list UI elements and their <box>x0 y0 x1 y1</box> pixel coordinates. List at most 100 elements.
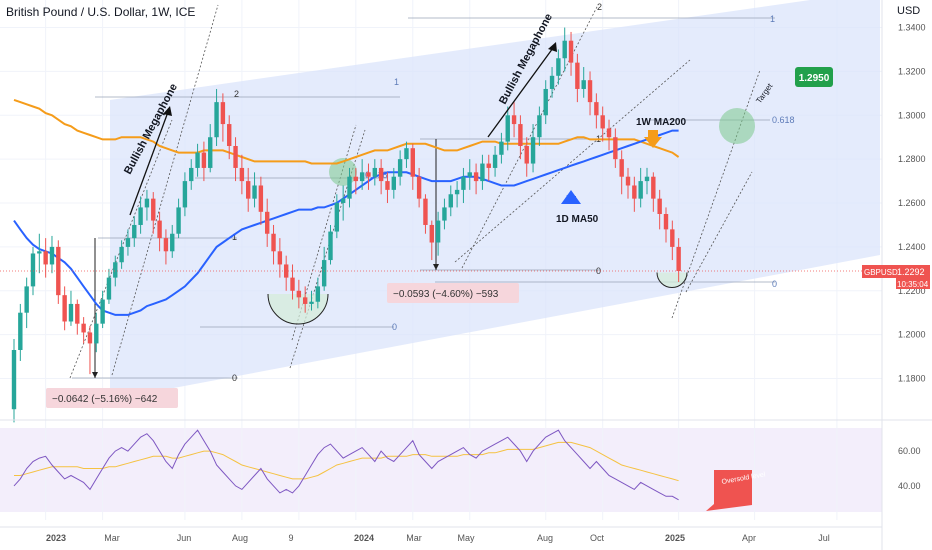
symbol-tag-text: GBPUSD <box>864 268 898 277</box>
time-tick-label: Apr <box>742 533 756 543</box>
candle-body <box>435 220 441 243</box>
time-tick-label: May <box>457 533 475 543</box>
candle-body <box>473 172 479 182</box>
rsi-ma-line <box>14 441 679 482</box>
candle-body <box>442 207 447 221</box>
fib-level-label: 2 <box>597 2 602 12</box>
candle-body <box>499 141 504 155</box>
megaphone-arrowhead <box>548 42 557 52</box>
candle-body <box>587 80 593 103</box>
candle-body <box>176 207 181 234</box>
price-tick-label: 1.2200 <box>898 286 926 296</box>
time-tick-label: Aug <box>232 533 248 543</box>
candle-body <box>233 146 238 168</box>
price-tick-label: 1.3400 <box>898 23 926 33</box>
megaphone-arrow <box>487 47 554 138</box>
price-tag-text: 1.2292 <box>897 267 925 277</box>
candle-body <box>94 323 99 344</box>
candle-body <box>549 75 555 89</box>
candle-body <box>189 167 194 182</box>
candle-body <box>670 229 675 247</box>
candle-body <box>378 167 384 182</box>
megaphone-line <box>289 129 366 369</box>
measure-arrow <box>433 264 439 270</box>
candle-body <box>505 115 510 142</box>
candle-body <box>258 185 264 212</box>
candle-body <box>151 198 156 221</box>
cup-shape <box>267 293 329 325</box>
candles-group <box>11 27 681 423</box>
currency-label[interactable]: USD <box>897 5 921 17</box>
target-badge <box>795 67 833 87</box>
candle-body <box>37 251 42 254</box>
candle-body <box>195 152 200 168</box>
fib-level-label: 0 <box>596 266 601 276</box>
candle-body <box>632 185 637 199</box>
candle-body <box>271 233 276 252</box>
candle-body <box>119 246 124 263</box>
measure-box <box>46 388 178 408</box>
price-tick-label: 1.3000 <box>898 110 926 120</box>
candle-body <box>372 167 378 177</box>
countdown-text: 10:35:04 <box>897 280 929 289</box>
candle-body <box>619 159 624 177</box>
ma50-annotation: 1D MA50 <box>556 214 599 225</box>
candle-body <box>62 295 67 322</box>
megaphone-line <box>685 171 753 293</box>
cup-shape <box>656 272 688 288</box>
candle-body <box>265 211 270 234</box>
candle-body <box>340 198 346 204</box>
candle-body <box>359 172 365 182</box>
price-tick-label: 1.2400 <box>898 242 926 252</box>
candle-body <box>486 163 491 168</box>
candle-body <box>543 88 548 116</box>
candle-body <box>113 262 118 278</box>
candle-body <box>201 152 207 168</box>
candle-body <box>18 312 23 350</box>
candle-body <box>423 198 428 225</box>
candle-body <box>480 163 485 182</box>
candle-body <box>30 253 36 287</box>
candle-body <box>492 154 498 168</box>
candle-body <box>644 176 650 182</box>
time-tick-label: Mar <box>406 533 422 543</box>
candle-body <box>290 277 295 291</box>
candle-body <box>467 172 472 177</box>
candle-body <box>132 224 137 239</box>
time-tick-label: Jul <box>818 533 830 543</box>
candle-body <box>214 102 219 138</box>
rsi-line <box>13 429 679 501</box>
ma200-annotation: 1W MA200 <box>636 117 686 128</box>
symbol-price-tag <box>862 265 930 278</box>
candle-body <box>397 159 403 177</box>
measure-arrow <box>92 372 98 378</box>
megaphone-line <box>461 4 599 269</box>
candle-body <box>530 137 536 164</box>
candle-body <box>309 301 314 304</box>
candle-body <box>81 323 86 333</box>
price-tick-label: 1.2600 <box>898 198 926 208</box>
ma200-line <box>13 98 680 165</box>
candle-body <box>663 214 669 230</box>
candle-body <box>283 264 289 278</box>
candle-body <box>182 181 188 208</box>
candle-body <box>24 286 29 313</box>
time-tick-label: Mar <box>104 533 120 543</box>
candle-body <box>410 148 415 177</box>
candle-body <box>385 181 390 190</box>
candle-body <box>246 181 251 199</box>
candle-body <box>562 40 567 59</box>
candle-body <box>625 176 631 186</box>
candle-body <box>353 176 359 182</box>
candle-body <box>43 251 48 265</box>
fib-level-label: 0 <box>232 373 237 383</box>
candle-body <box>328 231 333 261</box>
candle-body <box>302 297 308 304</box>
candle-body <box>87 332 93 344</box>
time-tick-label: Jun <box>177 533 192 543</box>
candle-body <box>429 224 434 243</box>
time-tick-label: 9 <box>288 533 293 543</box>
chart-title: British Pound / U.S. Dollar, 1W, ICE <box>6 5 196 19</box>
target-zone <box>719 108 755 144</box>
